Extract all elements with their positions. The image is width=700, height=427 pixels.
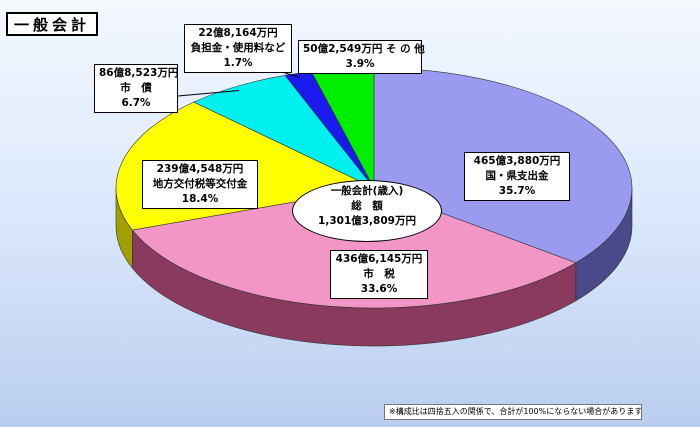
total-label-line1: 一般会計(歳入) xyxy=(330,185,404,197)
label-kokuken: 465億3,880万円 国・県支出金 35.7% xyxy=(464,152,570,201)
label-sonota-amount-name: 50億2,549万円 そ の 他 xyxy=(303,42,425,57)
total-label: 一般会計(歳入) 総 額 1,301億3,809万円 xyxy=(292,180,442,242)
label-chihou-amount: 239億4,548万円 xyxy=(156,163,244,175)
leader-line-3 xyxy=(177,89,240,97)
label-futan-amount: 22億8,164万円 xyxy=(198,27,278,39)
label-kokuken-pct: 35.7% xyxy=(498,185,536,197)
label-kokuken-amount: 465億3,880万円 xyxy=(473,155,561,167)
pie-slice-1 xyxy=(131,187,577,309)
label-chihou-pct: 18.4% xyxy=(181,193,219,205)
label-shisai: 86億8,523万円 市 債 6.7% xyxy=(94,64,178,113)
label-sonota-name: そ の 他 xyxy=(385,43,425,55)
label-futan: 22億8,164万円 負担金・使用料など 1.7% xyxy=(184,24,292,73)
label-shizei-pct: 33.6% xyxy=(360,283,398,295)
label-futan-name: 負担金・使用料など xyxy=(190,42,286,54)
label-sonota-amount: 50億2,549万円 xyxy=(303,43,383,55)
label-futan-pct: 1.7% xyxy=(223,57,253,69)
label-kokuken-name: 国・県支出金 xyxy=(485,170,549,182)
label-sonota-pct: 3.9% xyxy=(345,58,375,70)
footnote: ※構成比は四捨五入の関係で、合計が100%にならない場合があります。 xyxy=(384,404,642,420)
label-shizei-name: 市 税 xyxy=(363,268,395,280)
total-label-line2: 総 額 xyxy=(351,200,383,212)
label-shisai-pct: 6.7% xyxy=(121,97,151,109)
chart-title: 一般会計 xyxy=(6,12,98,36)
label-shisai-amount: 86億8,523万円 xyxy=(99,67,179,79)
label-chihou: 239億4,548万円 地方交付税等交付金 18.4% xyxy=(142,160,258,209)
label-sonota: 50億2,549万円 そ の 他 3.9% xyxy=(298,40,425,74)
label-shisai-name: 市 債 xyxy=(120,82,152,94)
total-label-line3: 1,301億3,809万円 xyxy=(318,215,416,227)
label-shizei: 436億6,145万円 市 税 33.6% xyxy=(330,250,428,299)
label-shizei-amount: 436億6,145万円 xyxy=(335,253,423,265)
pie-slice-3 xyxy=(193,75,375,189)
label-chihou-name: 地方交付税等交付金 xyxy=(152,178,248,190)
